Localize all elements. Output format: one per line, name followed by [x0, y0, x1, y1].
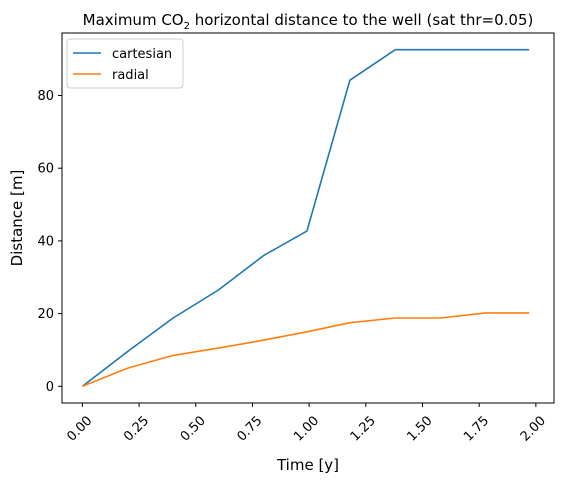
plot-area: [61, 32, 555, 404]
series-line-cartesian: [81, 48, 530, 387]
x-tick-label: 1.75: [461, 413, 492, 444]
x-axis-label: Time [y]: [276, 456, 339, 474]
x-tick-label: 1.50: [404, 413, 435, 444]
x-tick-label: 1.25: [348, 413, 379, 444]
y-tick-label: 80: [37, 89, 54, 104]
legend-label-cartesian: cartesian: [112, 47, 172, 62]
x-tick-label: 0.75: [234, 413, 265, 444]
legend: cartesian radial: [66, 38, 184, 89]
x-tick-label: 0.25: [121, 413, 152, 444]
y-tick-label: 40: [37, 234, 54, 249]
y-axis-label: Distance [m]: [8, 170, 26, 267]
legend-label-radial: radial: [112, 68, 149, 83]
y-tick-label: 20: [37, 307, 54, 322]
x-tick-label: 0.50: [178, 413, 209, 444]
x-tick-label: 1.00: [291, 413, 322, 444]
x-tick-label: 2.00: [518, 413, 549, 444]
title-subscript: 2: [184, 21, 190, 32]
y-tick-label: 0: [46, 380, 54, 395]
y-axis: 0 20 40 60 80: [37, 89, 62, 395]
y-tick-label: 60: [37, 162, 54, 177]
legend-box: [66, 38, 184, 89]
x-axis: 0.00 0.25 0.50 0.75 1.00 1.25 1.50 1.75 2.00: [64, 403, 549, 445]
chart-title: Maximum CO2 horizontal distance to the w…: [83, 11, 534, 32]
series-layer: [81, 48, 530, 388]
series-line-radial: [82, 312, 530, 388]
x-tick-label: 0.00: [64, 413, 95, 444]
